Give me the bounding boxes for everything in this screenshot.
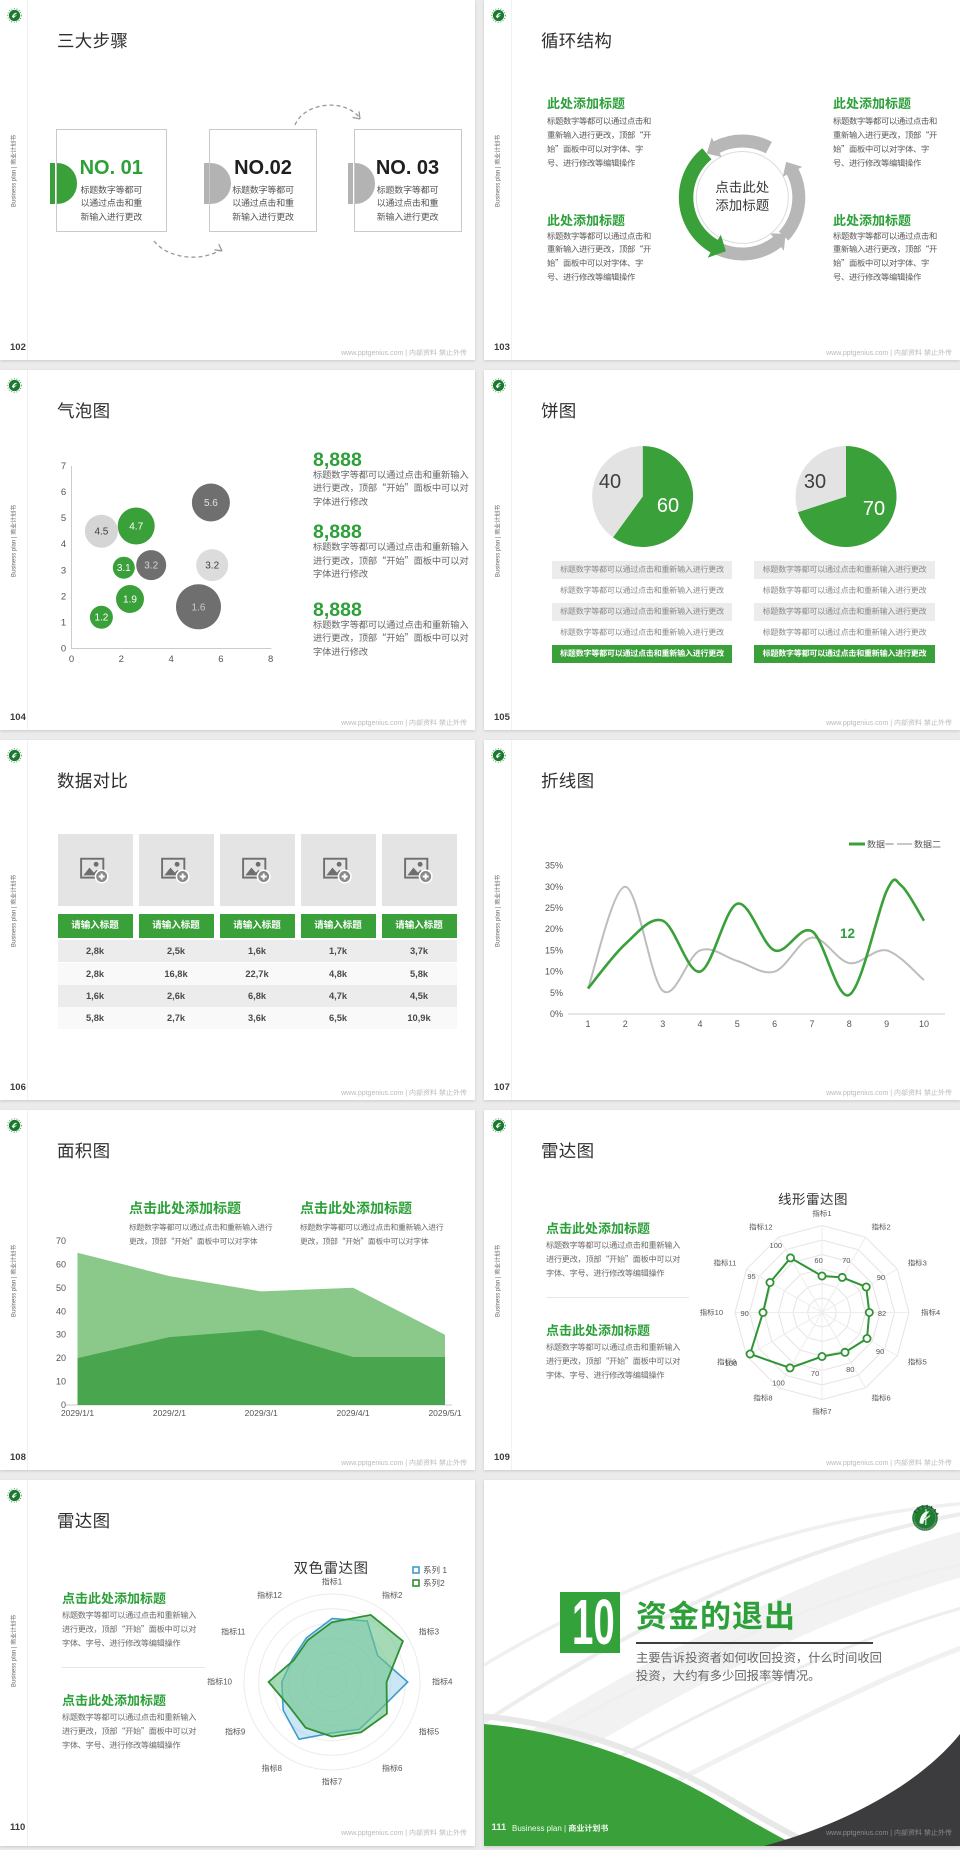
svg-text:90: 90 xyxy=(876,1347,884,1356)
svg-text:3: 3 xyxy=(660,1019,665,1029)
svg-text:3: 3 xyxy=(61,565,66,576)
svg-text:8: 8 xyxy=(847,1019,852,1029)
svg-text:70: 70 xyxy=(811,1369,819,1378)
svg-text:指标4: 指标4 xyxy=(432,1678,453,1687)
svg-text:指标5: 指标5 xyxy=(419,1728,440,1737)
svg-text:60: 60 xyxy=(56,1259,66,1269)
svg-text:2: 2 xyxy=(623,1019,628,1029)
svg-text:指标3: 指标3 xyxy=(908,1259,927,1268)
svg-text:9: 9 xyxy=(884,1019,889,1029)
svg-text:4: 4 xyxy=(61,539,66,550)
svg-text:指标9: 指标9 xyxy=(717,1358,736,1367)
svg-text:10%: 10% xyxy=(545,967,563,977)
svg-text:3.2: 3.2 xyxy=(205,561,219,572)
svg-text:指标8: 指标8 xyxy=(753,1394,772,1403)
svg-text:指标9: 指标9 xyxy=(225,1728,246,1737)
svg-text:80: 80 xyxy=(846,1365,854,1374)
svg-text:1.6: 1.6 xyxy=(192,602,206,613)
svg-text:95: 95 xyxy=(747,1272,755,1281)
svg-text:5%: 5% xyxy=(550,988,563,998)
svg-text:6: 6 xyxy=(61,487,66,498)
svg-text:指标12: 指标12 xyxy=(749,1222,772,1231)
svg-text:2029/5/1: 2029/5/1 xyxy=(428,1408,461,1418)
svg-text:25%: 25% xyxy=(545,903,563,913)
svg-text:30: 30 xyxy=(804,471,826,493)
svg-text:100: 100 xyxy=(725,1359,738,1368)
svg-text:60: 60 xyxy=(657,495,679,517)
svg-text:40: 40 xyxy=(599,471,621,493)
svg-text:4: 4 xyxy=(697,1019,702,1029)
svg-text:指标4: 指标4 xyxy=(921,1308,940,1317)
svg-text:30%: 30% xyxy=(545,882,563,892)
svg-text:2: 2 xyxy=(61,591,66,602)
svg-text:指标6: 指标6 xyxy=(872,1394,891,1403)
svg-text:0: 0 xyxy=(69,654,74,665)
svg-text:90: 90 xyxy=(741,1309,749,1318)
svg-text:90: 90 xyxy=(877,1273,885,1282)
svg-text:指标2: 指标2 xyxy=(382,1591,403,1600)
svg-text:6: 6 xyxy=(772,1019,777,1029)
svg-text:数据二: 数据二 xyxy=(914,840,941,850)
svg-text:1.9: 1.9 xyxy=(123,595,137,606)
svg-text:100: 100 xyxy=(770,1241,783,1250)
svg-text:0: 0 xyxy=(61,1400,66,1410)
svg-text:40: 40 xyxy=(56,1306,66,1316)
svg-text:60: 60 xyxy=(814,1256,822,1265)
svg-text:系列 1: 系列 1 xyxy=(423,1565,447,1575)
svg-text:指标8: 指标8 xyxy=(262,1764,283,1773)
svg-text:系列2: 系列2 xyxy=(423,1578,445,1588)
svg-text:82: 82 xyxy=(878,1309,886,1318)
svg-text:指标5: 指标5 xyxy=(908,1358,927,1367)
svg-text:20: 20 xyxy=(56,1353,66,1363)
svg-text:15%: 15% xyxy=(545,945,563,955)
svg-text:7: 7 xyxy=(61,461,66,472)
svg-text:指标2: 指标2 xyxy=(872,1222,891,1231)
svg-text:指标11: 指标11 xyxy=(714,1259,737,1268)
svg-text:7: 7 xyxy=(809,1019,814,1029)
svg-text:3.2: 3.2 xyxy=(144,561,158,572)
svg-text:0%: 0% xyxy=(550,1009,563,1019)
svg-text:5: 5 xyxy=(61,513,66,524)
svg-text:6: 6 xyxy=(218,654,223,665)
svg-text:指标10: 指标10 xyxy=(207,1678,232,1687)
svg-text:指标12: 指标12 xyxy=(257,1591,282,1600)
svg-text:5.6: 5.6 xyxy=(204,498,218,509)
svg-text:1: 1 xyxy=(585,1019,590,1029)
svg-text:70: 70 xyxy=(56,1236,66,1246)
svg-text:指标7: 指标7 xyxy=(812,1407,831,1416)
svg-text:12: 12 xyxy=(840,926,855,941)
svg-text:数据一: 数据一 xyxy=(867,840,894,850)
svg-text:20%: 20% xyxy=(545,924,563,934)
svg-text:30: 30 xyxy=(56,1330,66,1340)
svg-text:0: 0 xyxy=(61,644,66,655)
svg-text:2029/2/1: 2029/2/1 xyxy=(153,1408,186,1418)
svg-text:10: 10 xyxy=(919,1019,929,1029)
svg-text:70: 70 xyxy=(842,1256,850,1265)
svg-text:3.1: 3.1 xyxy=(117,563,131,574)
svg-text:指标1: 指标1 xyxy=(812,1209,831,1218)
svg-text:2029/3/1: 2029/3/1 xyxy=(245,1408,278,1418)
svg-text:50: 50 xyxy=(56,1283,66,1293)
svg-text:4.5: 4.5 xyxy=(94,527,108,538)
svg-text:指标1: 指标1 xyxy=(322,1578,343,1587)
svg-text:1: 1 xyxy=(61,617,66,628)
svg-text:2: 2 xyxy=(119,654,124,665)
svg-text:2029/1/1: 2029/1/1 xyxy=(61,1408,94,1418)
svg-text:4.7: 4.7 xyxy=(129,522,143,533)
svg-text:10: 10 xyxy=(56,1377,66,1387)
svg-text:4: 4 xyxy=(168,654,173,665)
svg-text:2029/4/1: 2029/4/1 xyxy=(337,1408,370,1418)
svg-text:5: 5 xyxy=(735,1019,740,1029)
svg-text:指标11: 指标11 xyxy=(221,1628,246,1637)
svg-text:8: 8 xyxy=(268,654,273,665)
svg-text:100: 100 xyxy=(772,1378,785,1387)
svg-text:指标7: 指标7 xyxy=(322,1778,343,1787)
svg-text:1.2: 1.2 xyxy=(94,613,108,624)
svg-text:指标6: 指标6 xyxy=(382,1764,403,1773)
svg-text:指标10: 指标10 xyxy=(700,1308,723,1317)
svg-text:70: 70 xyxy=(863,498,885,520)
svg-text:指标3: 指标3 xyxy=(419,1628,440,1637)
svg-text:35%: 35% xyxy=(545,861,563,871)
